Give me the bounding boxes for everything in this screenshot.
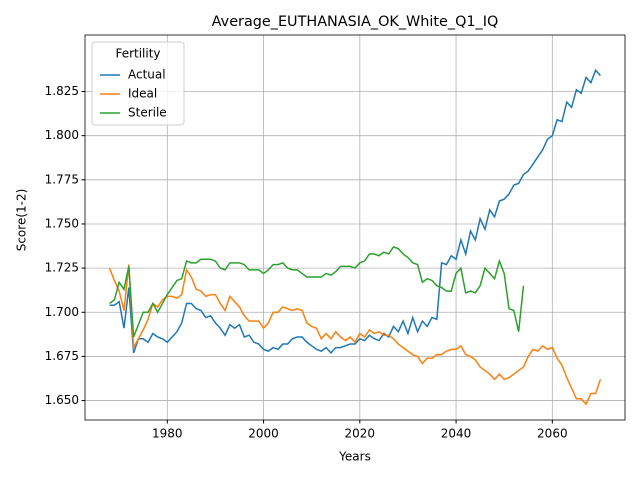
legend-label: Actual [128,68,166,82]
y-tick-label: 1.650 [45,393,79,407]
y-tick-label: 1.750 [45,216,79,230]
legend-box [91,41,185,126]
legend-title: Fertility [115,47,160,61]
x-tick-label: 2060 [537,427,568,441]
legend-label: Ideal [128,87,157,101]
series-line [108,264,602,406]
y-tick-label: 1.775 [45,172,79,186]
x-tick-label: 2000 [248,427,279,441]
x-axis-label: Years [338,450,371,464]
legend-label: Sterile [128,106,167,120]
x-tick-label: 2020 [345,427,376,441]
chart-title: Average_EUTHANASIA_OK_White_Q1_IQ [212,14,499,30]
y-axis-label: Score(1-2) [15,189,29,252]
series-line [109,68,602,355]
x-tick-label: 2040 [441,427,472,441]
plot-frame [84,34,626,421]
y-tick-label: 1.800 [45,128,79,142]
legend: Fertility Actual Ideal Sterile [91,41,185,126]
y-tick-label: 1.700 [45,305,79,319]
y-tick-label: 1.675 [45,349,79,363]
y-tick-label: 1.825 [45,84,79,98]
y-tick-label: 1.725 [45,261,79,275]
x-tick-label: 1980 [152,427,183,441]
series-line [109,246,525,338]
